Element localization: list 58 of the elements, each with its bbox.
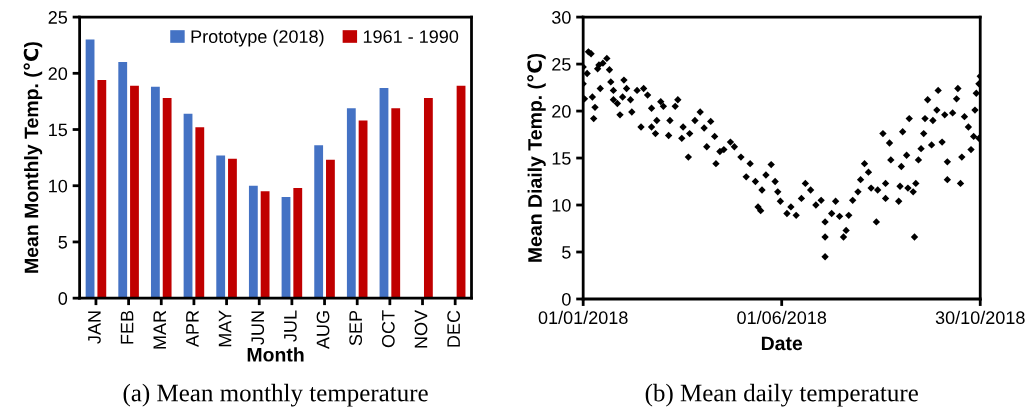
bar xyxy=(118,62,128,299)
y-axis-title: Mean Monthly Temp. (℃) xyxy=(23,42,43,273)
y-tick-label: 10 xyxy=(49,179,68,193)
x-tick-label: 30/10/2018 xyxy=(935,310,1025,325)
y-tick-label: 25 xyxy=(552,58,571,71)
bar xyxy=(85,39,95,299)
y-tick-label: 10 xyxy=(552,198,571,212)
bar xyxy=(391,108,401,299)
bar xyxy=(183,113,193,299)
text: (a) Mean monthly temperature xyxy=(123,383,428,407)
x-axis-title: Date xyxy=(761,336,803,351)
x-tick-label: MAR xyxy=(153,310,166,349)
bar xyxy=(130,85,139,299)
y-tick-label: 5 xyxy=(562,246,571,259)
bar xyxy=(346,108,356,299)
bar xyxy=(314,145,324,299)
y-tick-label: 5 xyxy=(58,236,68,249)
y-tick-label: 20 xyxy=(48,67,68,81)
legend-label: 1961 - 1990 xyxy=(363,30,459,43)
bar xyxy=(150,86,160,299)
y-tick-label: 25 xyxy=(48,11,68,24)
bar xyxy=(162,98,172,299)
y-tick-label: 30 xyxy=(551,11,571,24)
y-tick-label: 20 xyxy=(552,105,571,118)
y-tick-label: 15 xyxy=(49,123,68,137)
bar xyxy=(423,98,433,299)
bar xyxy=(456,85,466,299)
bar xyxy=(358,120,368,299)
x-tick-label: APR xyxy=(186,310,199,348)
text: (b) Mean daily temperature xyxy=(645,383,918,407)
x-axis-title: Month xyxy=(247,347,304,362)
x-tick-label: JUN xyxy=(251,311,265,345)
bar xyxy=(281,196,291,299)
y-tick-label: 0 xyxy=(562,292,571,306)
legend-label: Prototype (2018) xyxy=(191,29,324,47)
x-tick-label: MAY xyxy=(218,310,232,347)
x-tick-label: JUL xyxy=(284,310,297,342)
x-tick-label: 01/06/2018 xyxy=(737,310,827,325)
x-tick-label: AUG xyxy=(316,311,330,350)
y-tick-label: 0 xyxy=(58,292,68,305)
y-axis-title: Mean Diaily Temp. (℃) xyxy=(527,53,546,262)
bar xyxy=(326,159,335,299)
x-tick-label: DEC xyxy=(447,310,461,347)
bar xyxy=(260,191,270,299)
x-tick-label: JAN xyxy=(88,311,101,344)
bar xyxy=(97,80,107,299)
bar xyxy=(293,187,303,299)
bar xyxy=(228,158,237,299)
x-tick-label: NOV xyxy=(414,310,428,348)
x-tick-label: 01/01/2018 xyxy=(538,310,628,325)
y-tick-label: 15 xyxy=(552,152,571,165)
bar xyxy=(248,185,258,299)
bar xyxy=(216,155,226,299)
x-tick-label: OCT xyxy=(381,310,395,348)
x-tick-label: FEB xyxy=(120,310,134,344)
x-tick-label: SEP xyxy=(349,310,363,346)
bar xyxy=(379,87,389,299)
bar xyxy=(195,127,205,299)
